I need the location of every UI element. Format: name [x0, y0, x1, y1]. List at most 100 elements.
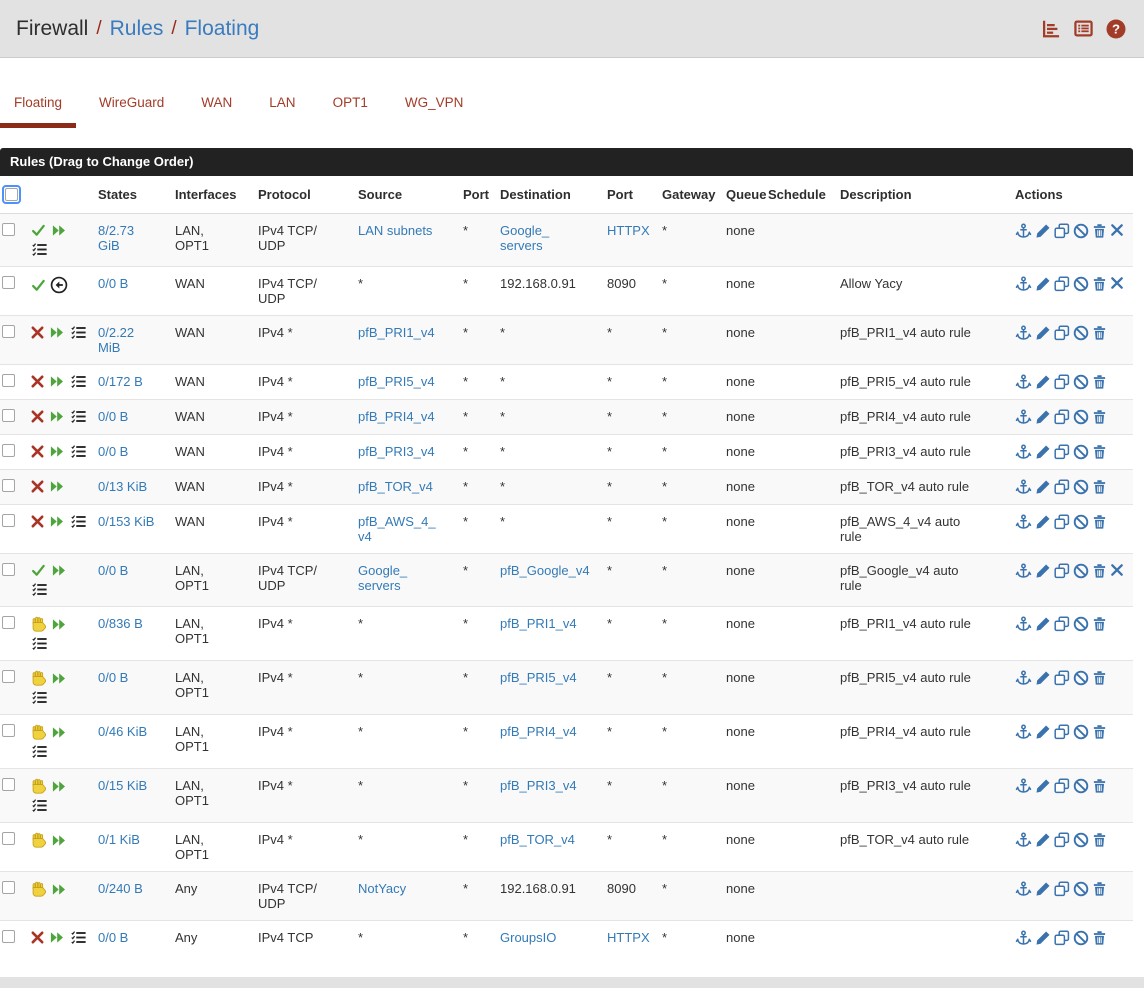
select-all-checkbox[interactable] — [5, 188, 18, 201]
rule-checkbox[interactable] — [2, 881, 15, 894]
log-summary-icon[interactable] — [1073, 19, 1094, 38]
tab-opt1[interactable]: OPT1 — [332, 95, 368, 110]
edit-rule-icon[interactable] — [1035, 444, 1051, 460]
disable-rule-icon[interactable] — [1073, 276, 1089, 292]
states-link[interactable]: 0/0 B — [98, 276, 129, 291]
chart-icon[interactable] — [1041, 19, 1061, 38]
source-alias-link[interactable]: Google_ servers — [358, 563, 408, 593]
disable-rule-icon[interactable] — [1073, 223, 1089, 239]
tab-wg-vpn[interactable]: WG_VPN — [404, 95, 464, 110]
copy-rule-icon[interactable] — [1054, 724, 1070, 740]
source-alias-link[interactable]: pfB_PRI1_v4 — [358, 325, 435, 340]
breadcrumb-sub-link[interactable]: Floating — [184, 16, 260, 40]
states-link[interactable]: 0/0 B — [98, 444, 129, 459]
delete-rule-icon[interactable] — [1092, 616, 1107, 632]
edit-rule-icon[interactable] — [1035, 724, 1051, 740]
destination-alias-link[interactable]: pfB_PRI5_v4 — [500, 670, 577, 685]
kill-states-icon[interactable] — [1110, 223, 1124, 239]
disable-rule-icon[interactable] — [1073, 778, 1089, 794]
states-link[interactable]: 0/0 B — [98, 409, 129, 424]
edit-rule-icon[interactable] — [1035, 670, 1051, 686]
kill-states-icon[interactable] — [1110, 276, 1124, 292]
delete-rule-icon[interactable] — [1092, 374, 1107, 390]
copy-rule-icon[interactable] — [1054, 374, 1070, 390]
delete-rule-icon[interactable] — [1092, 563, 1107, 579]
source-alias-link[interactable]: pfB_PRI5_v4 — [358, 374, 435, 389]
edit-rule-icon[interactable] — [1035, 881, 1051, 897]
edit-rule-icon[interactable] — [1035, 616, 1051, 632]
disable-rule-icon[interactable] — [1073, 616, 1089, 632]
edit-rule-icon[interactable] — [1035, 409, 1051, 425]
states-link[interactable]: 0/1 KiB — [98, 832, 140, 847]
disable-rule-icon[interactable] — [1073, 881, 1089, 897]
delete-rule-icon[interactable] — [1092, 670, 1107, 686]
states-link[interactable]: 0/2.22 MiB — [98, 325, 135, 355]
delete-rule-icon[interactable] — [1092, 930, 1107, 946]
rule-checkbox[interactable] — [2, 479, 15, 492]
disable-rule-icon[interactable] — [1073, 409, 1089, 425]
states-link[interactable]: 0/46 KiB — [98, 724, 148, 739]
states-link[interactable]: 0/240 B — [98, 881, 143, 896]
delete-rule-icon[interactable] — [1092, 325, 1107, 341]
states-link[interactable]: 0/836 B — [98, 616, 143, 631]
copy-rule-icon[interactable] — [1054, 778, 1070, 794]
states-link[interactable]: 8/2.73 GiB — [98, 223, 135, 253]
copy-rule-icon[interactable] — [1054, 832, 1070, 848]
copy-rule-icon[interactable] — [1054, 563, 1070, 579]
copy-rule-icon[interactable] — [1054, 670, 1070, 686]
states-link[interactable]: 0/0 B — [98, 930, 129, 945]
anchor-icon[interactable] — [1015, 616, 1032, 632]
states-link[interactable]: 0/13 KiB — [98, 479, 148, 494]
source-alias-link[interactable]: pfB_PRI3_v4 — [358, 444, 435, 459]
rule-checkbox[interactable] — [2, 670, 15, 683]
rule-checkbox[interactable] — [2, 563, 15, 576]
tab-floating[interactable]: Floating — [0, 85, 77, 128]
rule-checkbox[interactable] — [2, 778, 15, 791]
disable-rule-icon[interactable] — [1073, 670, 1089, 686]
anchor-icon[interactable] — [1015, 479, 1032, 495]
states-link[interactable]: 0/0 B — [98, 670, 129, 685]
source-alias-link[interactable]: pfB_AWS_4_ v4 — [358, 514, 436, 544]
copy-rule-icon[interactable] — [1054, 444, 1070, 460]
edit-rule-icon[interactable] — [1035, 930, 1051, 946]
destination-port-link[interactable]: HTTPX — [607, 223, 650, 238]
destination-alias-link[interactable]: pfB_TOR_v4 — [500, 832, 575, 847]
anchor-icon[interactable] — [1015, 444, 1032, 460]
states-link[interactable]: 0/153 KiB — [98, 514, 155, 529]
anchor-icon[interactable] — [1015, 778, 1032, 794]
source-alias-link[interactable]: pfB_PRI4_v4 — [358, 409, 435, 424]
copy-rule-icon[interactable] — [1054, 325, 1070, 341]
destination-alias-link[interactable]: pfB_PRI3_v4 — [500, 778, 577, 793]
copy-rule-icon[interactable] — [1054, 223, 1070, 239]
copy-rule-icon[interactable] — [1054, 409, 1070, 425]
rule-checkbox[interactable] — [2, 374, 15, 387]
delete-rule-icon[interactable] — [1092, 778, 1107, 794]
rule-checkbox[interactable] — [2, 930, 15, 943]
anchor-icon[interactable] — [1015, 223, 1032, 239]
disable-rule-icon[interactable] — [1073, 930, 1089, 946]
destination-alias-link[interactable]: pfB_Google_v4 — [500, 563, 590, 578]
delete-rule-icon[interactable] — [1092, 276, 1107, 292]
anchor-icon[interactable] — [1015, 832, 1032, 848]
edit-rule-icon[interactable] — [1035, 276, 1051, 292]
edit-rule-icon[interactable] — [1035, 778, 1051, 794]
destination-port-link[interactable]: HTTPX — [607, 930, 650, 945]
delete-rule-icon[interactable] — [1092, 514, 1107, 530]
delete-rule-icon[interactable] — [1092, 444, 1107, 460]
source-alias-link[interactable]: pfB_TOR_v4 — [358, 479, 433, 494]
anchor-icon[interactable] — [1015, 276, 1032, 292]
delete-rule-icon[interactable] — [1092, 881, 1107, 897]
copy-rule-icon[interactable] — [1054, 616, 1070, 632]
copy-rule-icon[interactable] — [1054, 514, 1070, 530]
anchor-icon[interactable] — [1015, 374, 1032, 390]
copy-rule-icon[interactable] — [1054, 276, 1070, 292]
rule-checkbox[interactable] — [2, 444, 15, 457]
delete-rule-icon[interactable] — [1092, 832, 1107, 848]
copy-rule-icon[interactable] — [1054, 930, 1070, 946]
delete-rule-icon[interactable] — [1092, 479, 1107, 495]
destination-alias-link[interactable]: Google_ servers — [500, 223, 550, 253]
edit-rule-icon[interactable] — [1035, 374, 1051, 390]
disable-rule-icon[interactable] — [1073, 514, 1089, 530]
tab-lan[interactable]: LAN — [269, 95, 296, 110]
disable-rule-icon[interactable] — [1073, 724, 1089, 740]
